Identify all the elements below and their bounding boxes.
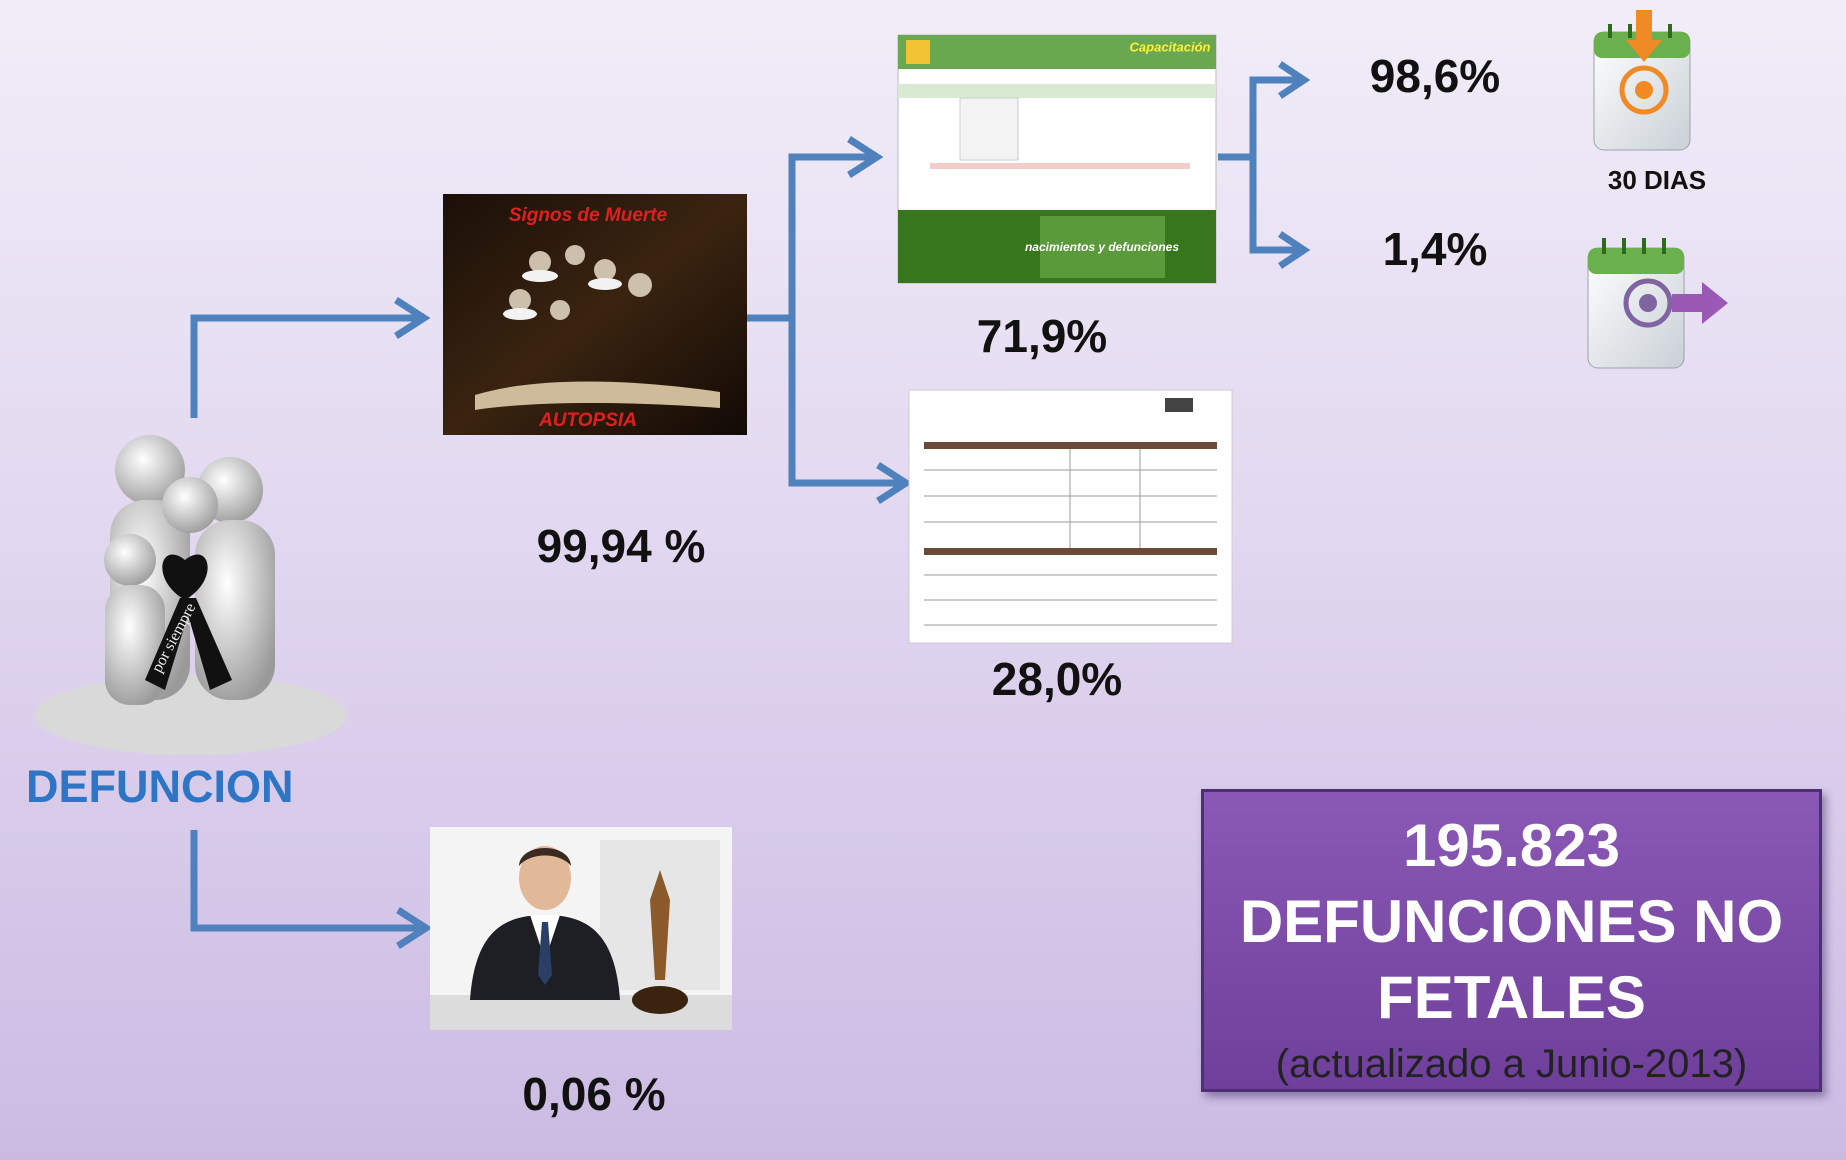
timely-percent: 98,6% [1370,50,1500,102]
website-screenshot: Capacitación nacimientos y defunciones [898,35,1216,283]
timely-note: 30 DIAS [1608,165,1706,195]
root-label: DEFUNCION [26,761,294,812]
calendar-late-icon [1588,238,1728,368]
slide: por siempre DEFUNCION Signos de Muerte A… [0,0,1846,1160]
summary-label: DEFUNCIONES NO FETALES [1204,884,1819,1036]
arrow [792,157,906,483]
paper-form [909,390,1232,643]
late-percent: 1,4% [1383,223,1488,275]
website-banner: nacimientos y defunciones [1025,240,1179,254]
painting-caption: AUTOPSIA [538,410,637,431]
calendar-icon [1594,10,1690,150]
arrow [1253,80,1304,250]
arrow [194,830,426,928]
autopsy-percent: 99,94 % [537,520,706,572]
online-percent: 71,9% [977,310,1107,362]
summary-note: (actualizado a Junio-2013) [1204,1036,1819,1092]
summary-total: 195.823 [1204,808,1819,884]
summary-box: 195.823 DEFUNCIONES NO FETALES (actualiz… [1201,789,1822,1092]
legal-percent: 0,06 % [522,1068,665,1120]
paper-percent: 28,0% [992,653,1122,705]
body: {"root": {"label": "DEFUNCION", "ribbon"… [0,0,1846,1160]
autopsy-painting: Signos de Muerte AUTOPSIA [443,194,747,435]
arrow [194,318,424,418]
website-header: Capacitación [1130,39,1211,54]
legal-photo [430,827,732,1030]
page: Defunciones html, body { margin: 0; padd… [0,0,1846,1160]
family-figure: por siempre [35,435,347,755]
painting-title: Signos de Muerte [509,205,668,226]
